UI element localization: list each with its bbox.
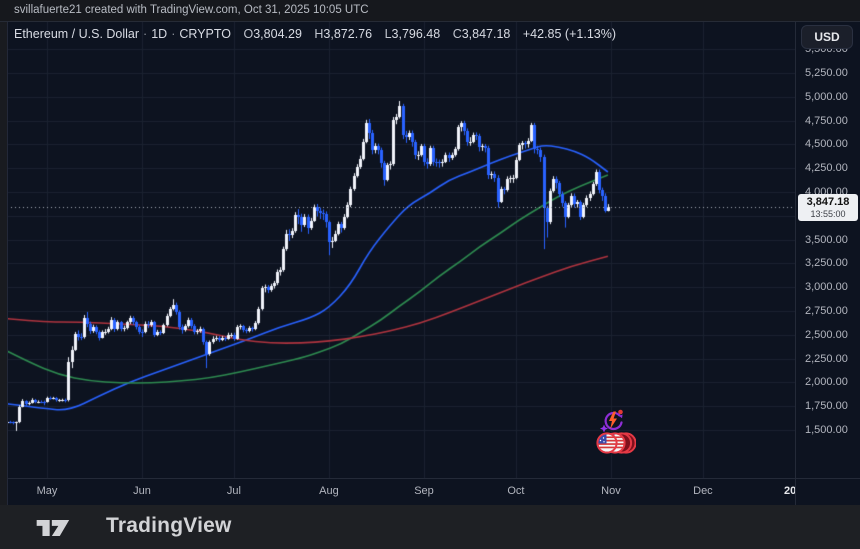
time-axis[interactable]: 2026 May Jun Jul Aug Sep Oct Nov Dec bbox=[0, 478, 860, 505]
symbol-title[interactable]: Ethereum / U.S. Dollar bbox=[14, 27, 140, 41]
month-tick-label: May bbox=[36, 485, 58, 497]
month-tick-label: Jul bbox=[226, 485, 241, 497]
price-tick-label: 1,500.00 bbox=[805, 424, 848, 436]
sparkle-icon bbox=[600, 424, 608, 433]
ohlc-low: L3,796.48 bbox=[384, 27, 441, 41]
price-tick-label: 4,750.00 bbox=[805, 114, 848, 127]
year-label: 2026 bbox=[784, 485, 795, 497]
usa-flag-coins-sticker[interactable] bbox=[596, 430, 637, 461]
exchange-label: CRYPTO bbox=[179, 27, 232, 41]
red-dot-icon bbox=[618, 409, 623, 415]
energy-refresh-sticker[interactable] bbox=[600, 407, 626, 440]
price-tick-label: 2,750.00 bbox=[805, 305, 848, 317]
tradingview-logo-icon[interactable] bbox=[28, 515, 80, 541]
symbol-legend: Ethereum / U.S. Dollar · 1D · CRYPTO O3,804.… bbox=[14, 27, 616, 41]
price-tick-label: 5,250.00 bbox=[805, 67, 848, 79]
tradingview-brand-text[interactable]: TradingView bbox=[106, 514, 232, 537]
chart-pane[interactable]: Ethereum / U.S. Dollar · 1D · CRYPTO O3,804.… bbox=[0, 22, 860, 505]
current-price-tag: 3,847.18 13:55:00 bbox=[798, 193, 858, 221]
price-tick-label: 2,000.00 bbox=[805, 376, 848, 389]
price-tick-label: 2,500.00 bbox=[805, 328, 848, 341]
attribution-text: svillafuerte21 created with TradingView.… bbox=[14, 4, 369, 16]
current-price-value: 3,847.18 bbox=[806, 195, 850, 208]
price-tick-label: 4,250.00 bbox=[805, 162, 848, 175]
legend-separator: · bbox=[171, 27, 176, 41]
ohlc-open: O3,804.29 bbox=[243, 27, 302, 41]
price-tick-label: 5,000.00 bbox=[805, 90, 848, 103]
price-tick-label: 1,750.00 bbox=[805, 400, 848, 413]
legend-separator: · bbox=[143, 27, 148, 41]
price-tick-label: 2,250.00 bbox=[805, 352, 848, 365]
month-tick-label: Jun bbox=[133, 485, 151, 497]
axis-border bbox=[795, 22, 796, 505]
lightning-bolt-icon bbox=[609, 411, 617, 429]
price-axis[interactable]: USD 3,847.18 13:55:00 5,500.00 5,250.00 5,… bbox=[795, 22, 860, 478]
ohlc-high: H3,872.76 bbox=[314, 27, 373, 41]
price-tick-label: 3,000.00 bbox=[805, 281, 848, 294]
price-chart-canvas[interactable] bbox=[0, 22, 795, 478]
price-tick-label: 4,500.00 bbox=[805, 138, 848, 151]
ohlc-close: C3,847.18 bbox=[452, 27, 511, 41]
interval-label[interactable]: 1D bbox=[151, 27, 168, 41]
footer-bar: TradingView bbox=[0, 505, 860, 549]
attribution-bar: svillafuerte21 created with TradingView.… bbox=[0, 0, 860, 22]
left-edge-strip bbox=[0, 22, 8, 505]
bar-countdown: 13:55:00 bbox=[810, 208, 846, 219]
currency-toggle-button[interactable]: USD bbox=[801, 25, 853, 49]
refresh-arrow-icon bbox=[619, 414, 623, 419]
month-tick-label: Dec bbox=[693, 485, 713, 497]
usa-flag-coin-icon bbox=[596, 432, 618, 454]
month-tick-label: Aug bbox=[319, 485, 339, 497]
price-tick-label: 3,250.00 bbox=[805, 257, 848, 270]
month-tick-label: Nov bbox=[601, 485, 621, 497]
price-tick-label: 3,500.00 bbox=[805, 233, 848, 246]
change-label: +42.85 (+1.13%) bbox=[522, 27, 616, 41]
month-tick-label: Sep bbox=[414, 485, 434, 497]
month-tick-label: Oct bbox=[507, 485, 525, 497]
